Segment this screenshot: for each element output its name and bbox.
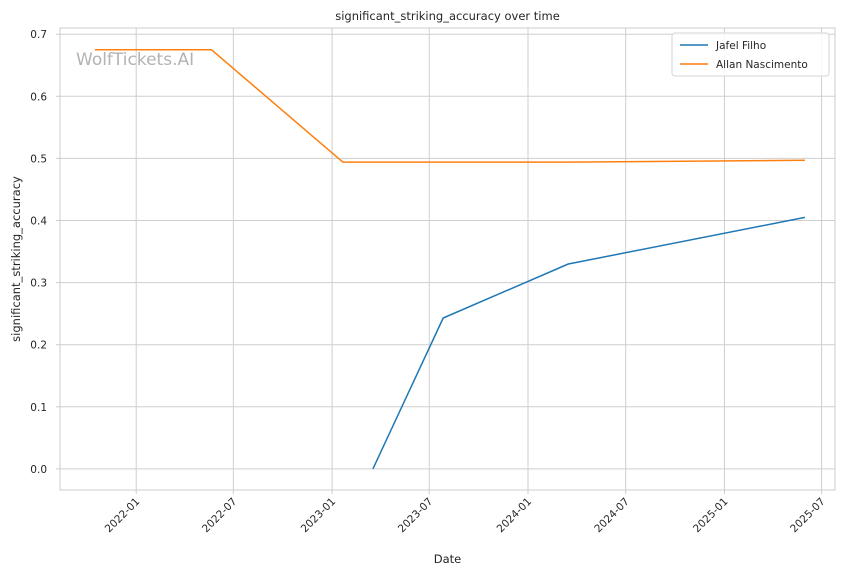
y-tick-label: 0.4 [30, 216, 47, 228]
y-tick-label: 0.0 [30, 464, 47, 476]
y-axis-label: significant_striking_accuracy [9, 176, 23, 342]
legend-box [671, 32, 830, 77]
y-tick-label: 0.2 [30, 340, 47, 352]
legend-label: Jafel Filho [715, 40, 766, 52]
y-tick-label: 0.5 [30, 153, 47, 165]
y-tick-label: 0.1 [30, 402, 47, 414]
series-layer [94, 48, 806, 470]
y-tick-label: 0.3 [30, 278, 47, 290]
plot-frame [59, 27, 836, 491]
x-axis-label: Date [434, 552, 462, 566]
series-line [94, 48, 805, 163]
y-tick-labels: 0.0 0.1 0.2 0.3 0.4 0.5 0.6 0.7 [30, 29, 60, 476]
grid [60, 28, 835, 490]
watermark: WolfTickets.AI [76, 50, 194, 70]
y-tick-label: 0.6 [30, 91, 47, 103]
chart-title: significant_striking_accuracy over time [335, 9, 560, 23]
legend-label: Allan Nascimento [716, 59, 808, 71]
y-tick-label: 0.7 [30, 29, 47, 41]
series-line [372, 216, 806, 470]
legend: Jafel Filho Allan Nascimento [671, 32, 830, 77]
